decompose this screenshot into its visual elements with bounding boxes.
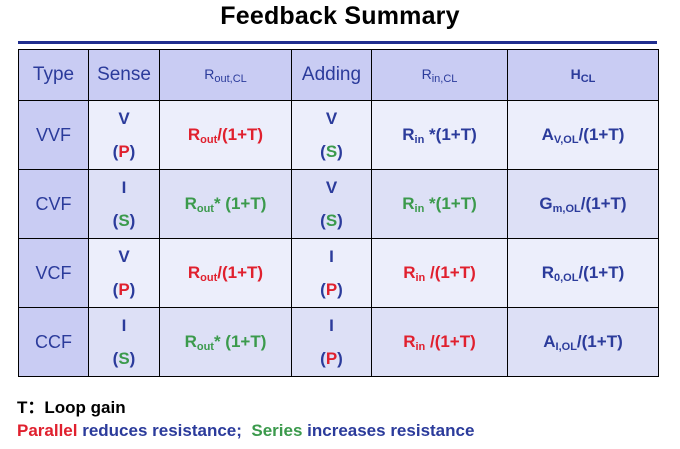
page-title: Feedback Summary bbox=[220, 2, 460, 30]
rout-cell: Rout* (1+T) bbox=[159, 307, 292, 377]
sense-cell: I (S) bbox=[88, 169, 160, 239]
hcl-cell: R0,OL/(1+T) bbox=[507, 238, 659, 308]
hcl-cell: AI,OL/(1+T) bbox=[507, 307, 659, 377]
table-row: CCF I (S) Rout* (1+T) I (P) Rin /(1+T) AI,… bbox=[18, 307, 659, 377]
sense-cell: V (P) bbox=[88, 100, 160, 170]
loop-gain-note: T：Loop gain bbox=[17, 398, 126, 417]
adding-cell: I (P) bbox=[291, 238, 372, 308]
header-sense: Sense bbox=[88, 49, 160, 101]
table-row: VVF V (P) Rout/(1+T) V (S) Rin *(1+T) AV,O… bbox=[18, 100, 659, 170]
feedback-summary-table: Type Sense Rout,CL Adding Rin,CL HCL VVF… bbox=[18, 49, 659, 377]
adding-cell: V (S) bbox=[291, 100, 372, 170]
hcl-cell: Gm,OL/(1+T) bbox=[507, 169, 659, 239]
rin-cell: Rin /(1+T) bbox=[371, 307, 508, 377]
reduces-text: reduces resistance; bbox=[77, 421, 252, 440]
rin-cell: Rin *(1+T) bbox=[371, 100, 508, 170]
rout-cell: Rout/(1+T) bbox=[159, 238, 292, 308]
header-adding: Adding bbox=[291, 49, 372, 101]
header-type: Type bbox=[18, 49, 89, 101]
sense-cell: V (P) bbox=[88, 238, 160, 308]
type-cell: CVF bbox=[18, 169, 89, 239]
adding-cell: I (P) bbox=[291, 307, 372, 377]
rin-cell: Rin /(1+T) bbox=[371, 238, 508, 308]
sense-cell: I (S) bbox=[88, 307, 160, 377]
parallel-label: Parallel bbox=[17, 421, 78, 440]
header-rin: Rin,CL bbox=[371, 49, 508, 101]
rin-cell: Rin *(1+T) bbox=[371, 169, 508, 239]
series-label: Series bbox=[251, 421, 303, 440]
type-cell: CCF bbox=[18, 307, 89, 377]
header-rout: Rout,CL bbox=[159, 49, 292, 101]
table-row: CVF I (S) Rout* (1+T) V (S) Rin *(1+T) Gm,… bbox=[18, 169, 659, 239]
header-row: Type Sense Rout,CL Adding Rin,CL HCL bbox=[18, 49, 659, 101]
increases-text: increases resistance bbox=[302, 421, 475, 440]
title-underline bbox=[18, 41, 657, 44]
rout-cell: Rout/(1+T) bbox=[159, 100, 292, 170]
adding-cell: V (S) bbox=[291, 169, 372, 239]
table-row: VCF V (P) Rout/(1+T) I (P) Rin /(1+T) R0,O… bbox=[18, 238, 659, 308]
header-hcl: HCL bbox=[507, 49, 659, 101]
resistance-note: Parallel reduces resistance; Series incr… bbox=[17, 421, 474, 441]
rout-cell: Rout* (1+T) bbox=[159, 169, 292, 239]
type-cell: VVF bbox=[18, 100, 89, 170]
hcl-cell: AV,OL/(1+T) bbox=[507, 100, 659, 170]
type-cell: VCF bbox=[18, 238, 89, 308]
